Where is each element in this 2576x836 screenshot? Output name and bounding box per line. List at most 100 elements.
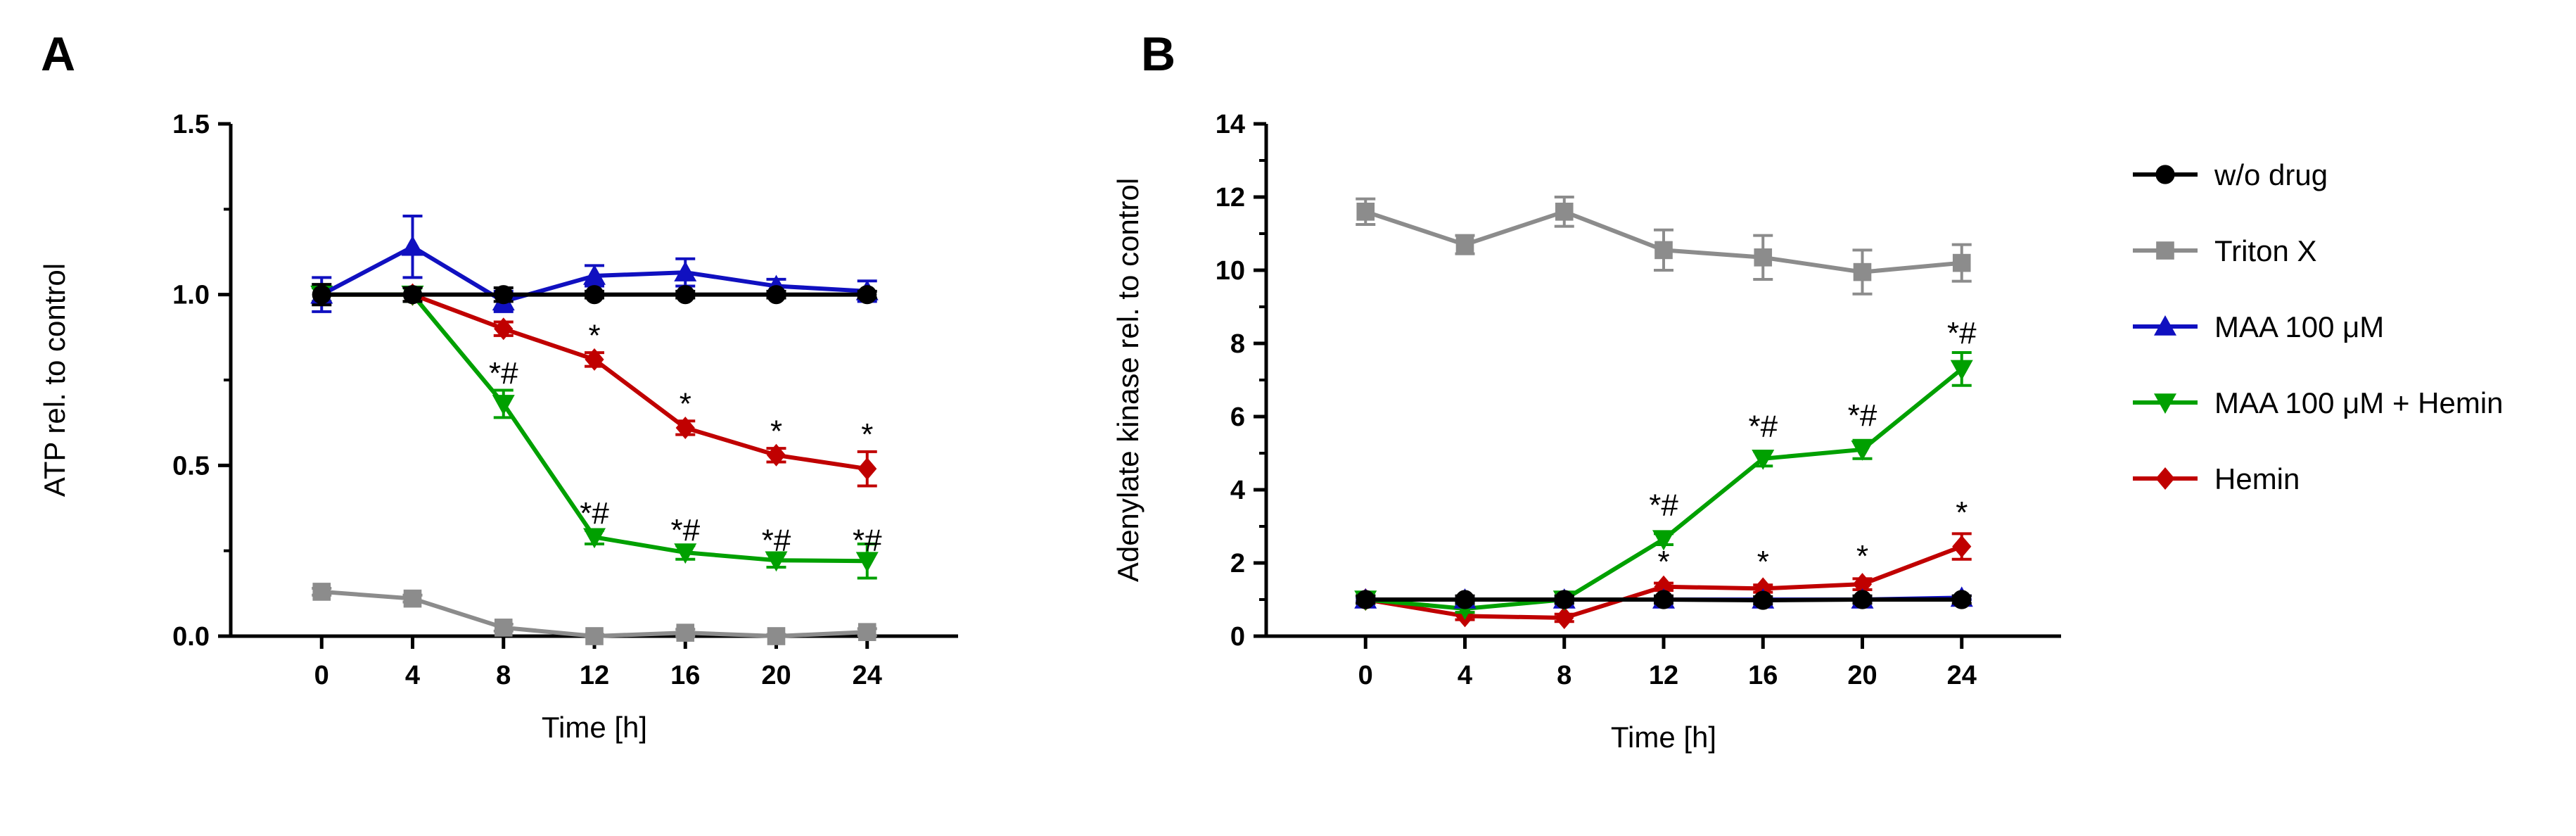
panel-a-data-point (402, 285, 423, 305)
panel-a-data-point (403, 589, 422, 608)
panel-b-x-tick-label: 8 (1557, 661, 1571, 690)
panel-a-significance-label: *# (580, 496, 609, 531)
panel-a-data-point (676, 623, 695, 642)
panel-b-data-point (1852, 590, 1873, 609)
panel-b-x-tick-label: 12 (1649, 661, 1678, 690)
panel-a-chart: 0.0 0.5 1.0 1.5 0 4 8 12 16 20 24 *# * *# * *# * *# * *# T… (38, 110, 958, 744)
legend-marker (2156, 241, 2174, 260)
panel-a-significance-label: *# (853, 524, 882, 558)
panel-b-y-tick-label: 6 (1230, 403, 1245, 432)
panel-a-x-axis-title: Time [h] (542, 711, 647, 744)
panel-b-significance-label: *# (1848, 398, 1877, 433)
panel-b-data-point (1950, 360, 1973, 381)
panel-b-letter: B (1141, 27, 1175, 81)
legend-item-maa-100-m-hemin: MAA 100 μM + Hemin (2133, 386, 2504, 419)
panel-b-data-point (1356, 203, 1375, 221)
panel-b-x-tick-label: 24 (1947, 661, 1977, 690)
panel-b-significance-label: * (1856, 539, 1868, 574)
panel-b-series-w-o-drug (1356, 590, 1972, 610)
panel-a-x-tick-label: 24 (853, 661, 882, 690)
panel-a-x-tick-label: 12 (580, 661, 609, 690)
panel-a-data-point (401, 235, 424, 256)
panel-a-x-tick-label: 0 (314, 661, 329, 690)
panel-a-data-point (494, 285, 514, 305)
legend-label: w/o drug (2214, 158, 2328, 191)
panel-a-data-point (766, 443, 786, 467)
panel-a-data-point (857, 623, 876, 641)
panel-b-x-tick-label: 0 (1358, 661, 1373, 690)
panel-b-data-point (1851, 441, 1874, 461)
panel-a-data-point (674, 543, 697, 564)
panel-a-significance-label: *# (489, 356, 518, 391)
panel-b-data-point (1555, 590, 1574, 609)
legend-item-triton-x: Triton X (2133, 234, 2316, 267)
panel-a-y-axis-title: ATP rel. to control (38, 263, 71, 497)
panel-b-y-tick-label: 14 (1216, 110, 1245, 139)
panel-a-significance-label: *# (670, 513, 700, 547)
panel-b-data-point (1654, 590, 1673, 609)
legend-item-maa-100-m: MAA 100 μM (2133, 310, 2384, 343)
panel-a-data-point (675, 416, 695, 439)
panel-b-data-point (1652, 530, 1675, 551)
panel-a-significance-label: *# (762, 524, 791, 558)
legend: w/o drug Triton X MAA 100 μM MAA 100 μM + H… (2133, 158, 2504, 495)
panel-b-data-point (1555, 203, 1574, 221)
panel-a-data-point (312, 583, 331, 601)
panel-b-y-tick-label: 0 (1230, 622, 1245, 652)
legend-label: Hemin (2214, 462, 2300, 495)
panel-a-data-point (675, 285, 695, 305)
panel-a-data-point (494, 317, 514, 341)
panel-b-y-tick-label: 4 (1230, 476, 1245, 505)
panel-b-data-point (1952, 535, 1972, 558)
panel-b-x-tick-label: 16 (1748, 661, 1778, 690)
panel-a-data-point (492, 395, 515, 415)
panel-a-data-point (494, 619, 513, 637)
panel-b-x-axis-title: Time [h] (1611, 721, 1716, 754)
panel-b-x-tick-label: 4 (1458, 661, 1472, 690)
panel-a-data-point (583, 264, 606, 285)
panel-a-data-point (585, 348, 604, 371)
panel-b-y-tick-label: 10 (1216, 256, 1245, 286)
panel-a-y-tick-label: 1.0 (172, 281, 210, 310)
panel-b-data-point (1752, 450, 1775, 470)
panel-b-data-point (1853, 262, 1872, 281)
legend-marker (2154, 393, 2176, 414)
panel-b-significance-label: * (1657, 545, 1669, 579)
legend-marker (2155, 165, 2175, 184)
panel-a-significance-label: * (770, 414, 782, 448)
panel-a-data-point (585, 285, 604, 305)
panel-a-significance-label: * (861, 417, 873, 452)
panel-b-x-tick-label: 20 (1847, 661, 1877, 690)
panel-b-significance-label: *# (1947, 316, 1977, 350)
panel-a-data-point (855, 552, 879, 573)
panel-a-letter: A (41, 27, 75, 81)
panel-a-data-point (312, 285, 331, 305)
panel-b-y-tick-label: 12 (1216, 183, 1245, 213)
panel-a-x-tick-label: 20 (761, 661, 791, 690)
panel-b-significance-label: *# (1748, 410, 1778, 444)
legend-label: MAA 100 μM (2214, 310, 2384, 343)
panel-a-data-point (766, 285, 786, 305)
panel-a-data-point (585, 627, 604, 645)
legend-item-w-o-drug: w/o drug (2133, 158, 2328, 191)
panel-a-y-tick-label: 1.5 (172, 110, 210, 139)
panel-b-data-point (1952, 590, 1972, 609)
panel-a-x-tick-label: 16 (670, 661, 700, 690)
panel-a-series-triton-x (312, 583, 877, 645)
panel-b-data-point (1754, 248, 1773, 267)
panel-b-significance-label: *# (1649, 488, 1678, 522)
panel-b-y-axis-title: Adenylate kinase rel. to control (1111, 178, 1144, 582)
panel-a-x-tick-label: 4 (405, 661, 420, 690)
panel-b-data-point (1455, 235, 1474, 254)
legend-item-hemin: Hemin (2133, 462, 2300, 495)
panel-a-data-point (857, 285, 877, 305)
legend-marker (2155, 467, 2175, 490)
panel-a-data-point (767, 627, 786, 645)
legend-label: MAA 100 μM + Hemin (2214, 386, 2504, 419)
panel-a-y-tick-label: 0.0 (172, 622, 210, 652)
panel-a-significance-label: * (588, 318, 600, 353)
panel-b-series-triton-x (1356, 196, 1972, 296)
